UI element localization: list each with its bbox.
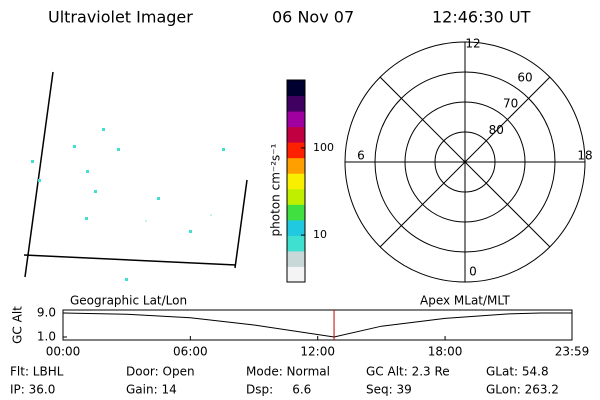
- mlt-label: 12: [465, 37, 480, 51]
- title: Ultraviolet Imager: [48, 8, 193, 27]
- colorbar-segment: [287, 80, 305, 97]
- lat-label: 60: [517, 70, 532, 84]
- map-pixels: [31, 128, 225, 281]
- info-field: GC Alt: 2.3 Re: [366, 365, 450, 379]
- colorbar-segment: [287, 142, 305, 159]
- colorbar-segment: [287, 126, 305, 143]
- info-field: Door: Open: [126, 365, 195, 379]
- altitude-line: [62, 312, 572, 338]
- colorbar-segment: [287, 111, 305, 128]
- x-tick-label: 18:00: [428, 345, 463, 359]
- y-axis-label: GC Alt: [11, 306, 25, 344]
- info-field: GLon: 263.2: [486, 383, 559, 397]
- y-tick-label: 9.0: [37, 306, 56, 320]
- left-label: Geographic Lat/Lon: [70, 294, 187, 308]
- info-field: IP: 36.0: [10, 383, 55, 397]
- colorbar-frame: [286, 79, 306, 283]
- colorbar-segment: [287, 95, 305, 112]
- time: 12:46:30 UT: [432, 8, 531, 27]
- y-tick-label: 1.0: [37, 330, 56, 344]
- x-tick-label: 00:00: [46, 345, 81, 359]
- colorbar-tick-label: 10: [313, 228, 327, 241]
- x-tick-label: 23:59: [555, 345, 590, 359]
- colorbar-segment: [287, 157, 305, 174]
- date: 06 Nov 07: [272, 8, 354, 27]
- info-field: Dsp: 6.6: [246, 383, 311, 397]
- info-panel: Flt: LBHL Door: Open Mode: Normal GC Alt: 2…: [10, 365, 559, 397]
- lat-label: 70: [503, 97, 518, 111]
- mlt-label: 18: [577, 149, 592, 163]
- colorbar-segment: [287, 235, 305, 252]
- info-field: Mode: Normal: [246, 365, 330, 379]
- map-edge: [24, 71, 54, 278]
- colorbar-segment: [287, 250, 305, 267]
- colorbar-segment: [287, 188, 305, 205]
- map-edge: [234, 179, 248, 269]
- altitude-plot: Geographic Lat/Lon Apex MLat/MLT GC Alt 9.0…: [11, 294, 590, 359]
- colorbar-segment: [287, 204, 305, 221]
- colorbar-segment: [287, 219, 305, 236]
- polar-spoke: [379, 76, 551, 248]
- info-field: Seq: 39: [366, 383, 412, 397]
- colorbar: 10 100: [286, 79, 334, 283]
- x-tick-label: 12:00: [300, 345, 335, 359]
- mlt-label: 0: [469, 265, 477, 279]
- map-edge: [23, 254, 237, 266]
- colorbar-segment: [287, 266, 305, 283]
- colorbar-label: photon cm⁻²s⁻¹: [269, 143, 283, 236]
- info-field: Flt: LBHL: [10, 365, 64, 379]
- mlt-label: 6: [357, 149, 365, 163]
- colorbar-segment: [287, 173, 305, 190]
- right-label: Apex MLat/MLT: [420, 294, 510, 308]
- map: [23, 71, 248, 278]
- info-field: Gain: 14: [126, 383, 177, 397]
- info-field: GLat: 54.8: [486, 365, 549, 379]
- x-tick-label: 06:00: [173, 345, 208, 359]
- colorbar-tick-label: 100: [313, 141, 334, 154]
